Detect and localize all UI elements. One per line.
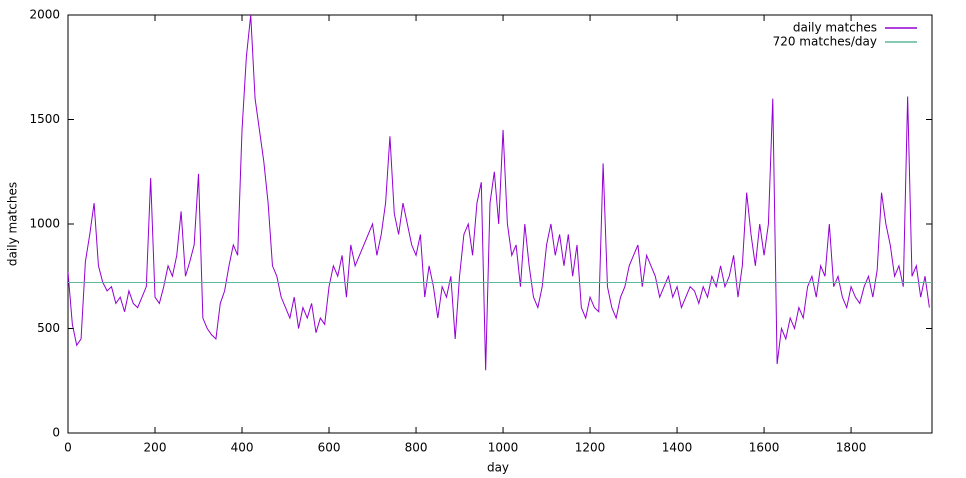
x-tick-label: 600: [318, 441, 341, 455]
y-tick-label: 2000: [29, 8, 60, 22]
y-tick-label: 500: [37, 321, 60, 335]
y-tick-label: 0: [52, 426, 60, 440]
x-tick-label: 200: [144, 441, 167, 455]
x-tick-label: 1600: [749, 441, 780, 455]
y-tick-label: 1500: [29, 112, 60, 126]
x-tick-label: 1000: [488, 441, 519, 455]
x-tick-label: 1400: [662, 441, 693, 455]
x-tick-label: 0: [64, 441, 72, 455]
y-axis-label: daily matches: [6, 182, 20, 266]
x-tick-label: 800: [405, 441, 428, 455]
x-tick-label: 1200: [575, 441, 606, 455]
y-tick-label: 1000: [29, 217, 60, 231]
plot-frame: [67, 14, 933, 434]
legend-label: 720 matches/day: [773, 35, 877, 49]
x-tick-label: 1800: [836, 441, 867, 455]
x-axis-label: day: [487, 461, 509, 475]
x-tick-label: 400: [231, 441, 254, 455]
line-series: [68, 15, 930, 371]
legend-label: daily matches: [793, 21, 877, 35]
